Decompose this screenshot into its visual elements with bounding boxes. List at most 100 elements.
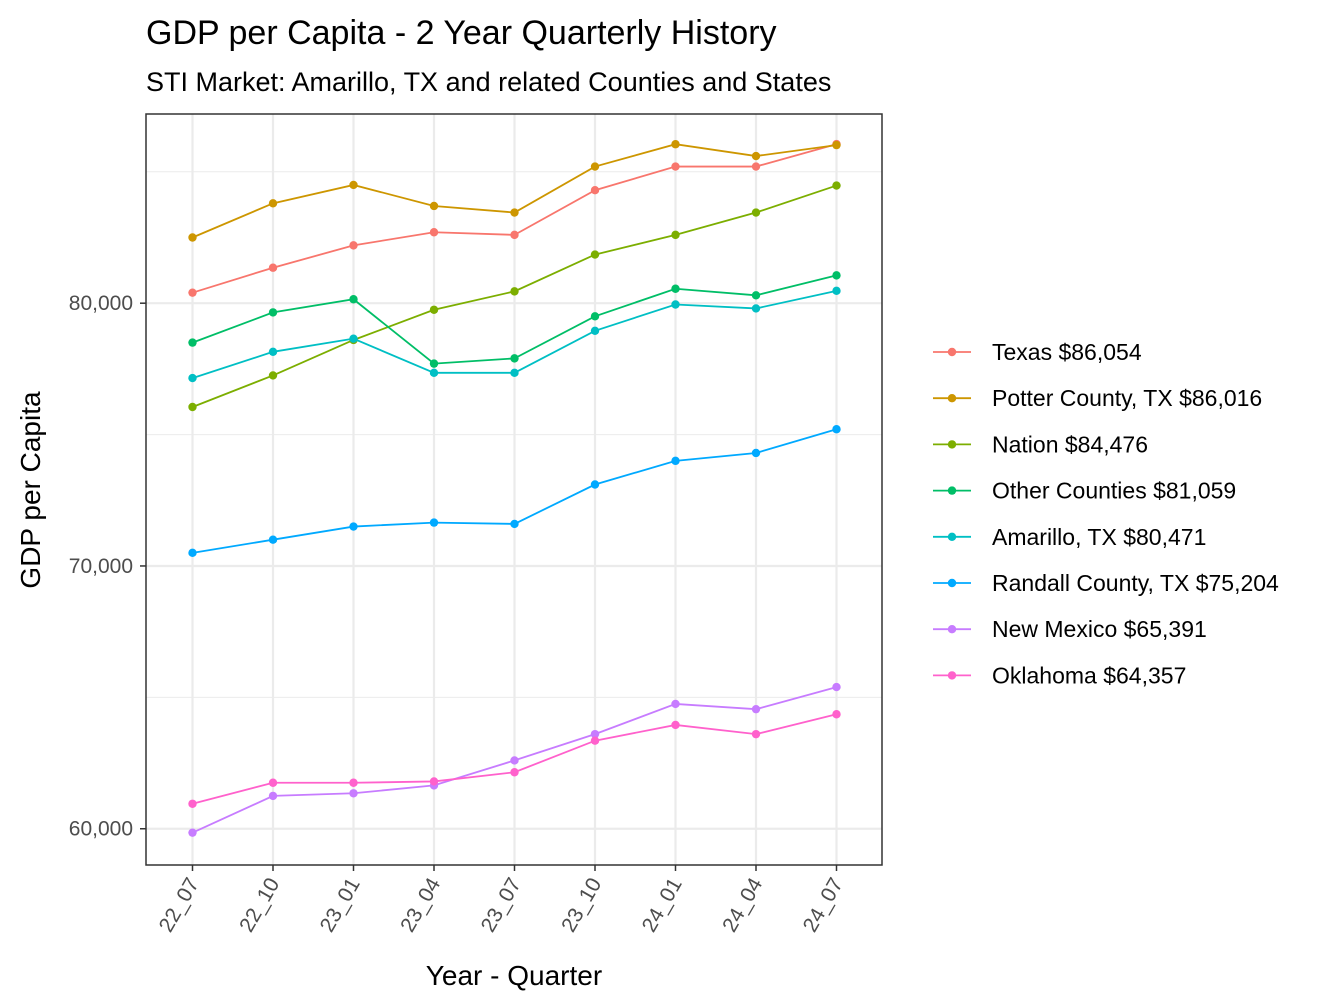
data-point: [349, 789, 358, 798]
x-tick-label: 23_07: [477, 874, 526, 936]
legend-key-point: [947, 671, 957, 680]
legend-key-point: [947, 486, 957, 495]
data-point: [188, 828, 197, 837]
data-point: [429, 305, 439, 314]
data-point: [268, 347, 278, 357]
legend-label: Potter County, TX $86,016: [992, 385, 1262, 411]
data-point: [268, 308, 278, 317]
data-point: [429, 518, 439, 527]
data-point: [349, 295, 358, 304]
data-point: [429, 368, 439, 378]
legend-item: Other Counties $81,059: [933, 478, 1236, 504]
data-point: [832, 140, 841, 150]
data-point: [671, 456, 680, 466]
data-point: [510, 768, 519, 777]
x-tick-label: 23_01: [316, 874, 365, 936]
data-point: [268, 371, 278, 380]
data-point: [429, 201, 439, 211]
data-point: [349, 334, 358, 343]
x-tick-label: 24_07: [799, 874, 848, 936]
data-point: [188, 288, 197, 297]
series-layer: [188, 139, 841, 837]
x-tick-label: 24_01: [638, 874, 687, 936]
data-point: [671, 720, 680, 730]
data-point: [429, 359, 439, 368]
data-point: [510, 519, 519, 529]
series: [188, 682, 841, 837]
legend-label: Other Counties $81,059: [992, 478, 1236, 504]
data-point: [751, 704, 761, 714]
data-point: [188, 338, 197, 347]
data-point: [590, 480, 600, 489]
data-point: [590, 250, 600, 259]
y-tick-label: 70,000: [69, 555, 133, 578]
series: [188, 425, 841, 558]
y-axis-title: GDP per Capita: [15, 391, 46, 589]
data-point: [510, 208, 519, 217]
data-point: [349, 778, 358, 787]
legend-label: Randall County, TX $75,204: [992, 570, 1279, 596]
x-tick-label: 23_10: [557, 874, 606, 936]
legend-label: Texas $86,054: [992, 339, 1142, 365]
data-point: [751, 208, 761, 217]
legend-item: New Mexico $65,391: [933, 616, 1207, 642]
data-point: [590, 162, 600, 171]
chart-subtitle: STI Market: Amarillo, TX and related Cou…: [146, 67, 831, 97]
legend-key-point: [947, 532, 957, 541]
legend-label: New Mexico $65,391: [992, 616, 1207, 642]
data-point: [832, 271, 841, 280]
data-point: [671, 699, 680, 709]
legend-item: Amarillo, TX $80,471: [933, 524, 1206, 550]
data-point: [671, 300, 680, 309]
data-point: [751, 448, 761, 458]
data-point: [510, 368, 519, 378]
data-point: [349, 180, 358, 190]
x-axis: 22_07 22_10 23_01 23_04 23_07 23_10 24_01 24_04…: [155, 865, 848, 936]
series: [188, 710, 841, 808]
legend-label: Amarillo, TX $80,471: [992, 524, 1206, 550]
data-point: [188, 799, 197, 808]
data-point: [510, 756, 519, 765]
data-point: [510, 354, 519, 363]
data-point: [751, 151, 761, 161]
legend-key-point: [947, 394, 957, 403]
data-point: [832, 425, 841, 434]
data-point: [429, 228, 439, 237]
data-point: [268, 263, 278, 272]
x-tick-label: 23_04: [396, 874, 445, 936]
data-point: [590, 326, 600, 335]
data-point: [590, 312, 600, 321]
data-point: [510, 287, 519, 296]
data-point: [429, 777, 439, 786]
legend: Texas $86,054 Potter County, TX $86,016 Na…: [933, 339, 1279, 688]
major-gridlines: [146, 114, 882, 865]
data-point: [590, 186, 600, 195]
data-point: [671, 230, 680, 240]
x-tick-label: 22_07: [155, 874, 204, 936]
legend-label: Nation $84,476: [992, 431, 1148, 457]
series: [188, 286, 841, 383]
series: [188, 271, 841, 368]
x-axis-title: Year - Quarter: [426, 960, 602, 991]
data-point: [590, 729, 600, 739]
x-tick-label: 24_04: [718, 874, 767, 936]
data-point: [751, 291, 761, 300]
data-point: [671, 140, 680, 149]
data-point: [510, 230, 519, 240]
y-tick-label: 60,000: [69, 818, 133, 841]
legend-item: Texas $86,054: [933, 339, 1142, 365]
data-point: [832, 710, 841, 719]
y-tick-label: 80,000: [69, 292, 133, 315]
data-point: [268, 535, 278, 544]
series: [188, 181, 841, 412]
data-point: [671, 284, 680, 293]
legend-label: Oklahoma $64,357: [992, 662, 1186, 688]
data-point: [188, 373, 197, 383]
data-point: [751, 304, 761, 313]
series: [188, 140, 841, 242]
chart-title: GDP per Capita - 2 Year Quarterly Histor…: [146, 14, 777, 52]
x-tick-label: 22_10: [235, 874, 284, 936]
legend-key-point: [947, 578, 957, 588]
legend-key-point: [947, 347, 957, 357]
